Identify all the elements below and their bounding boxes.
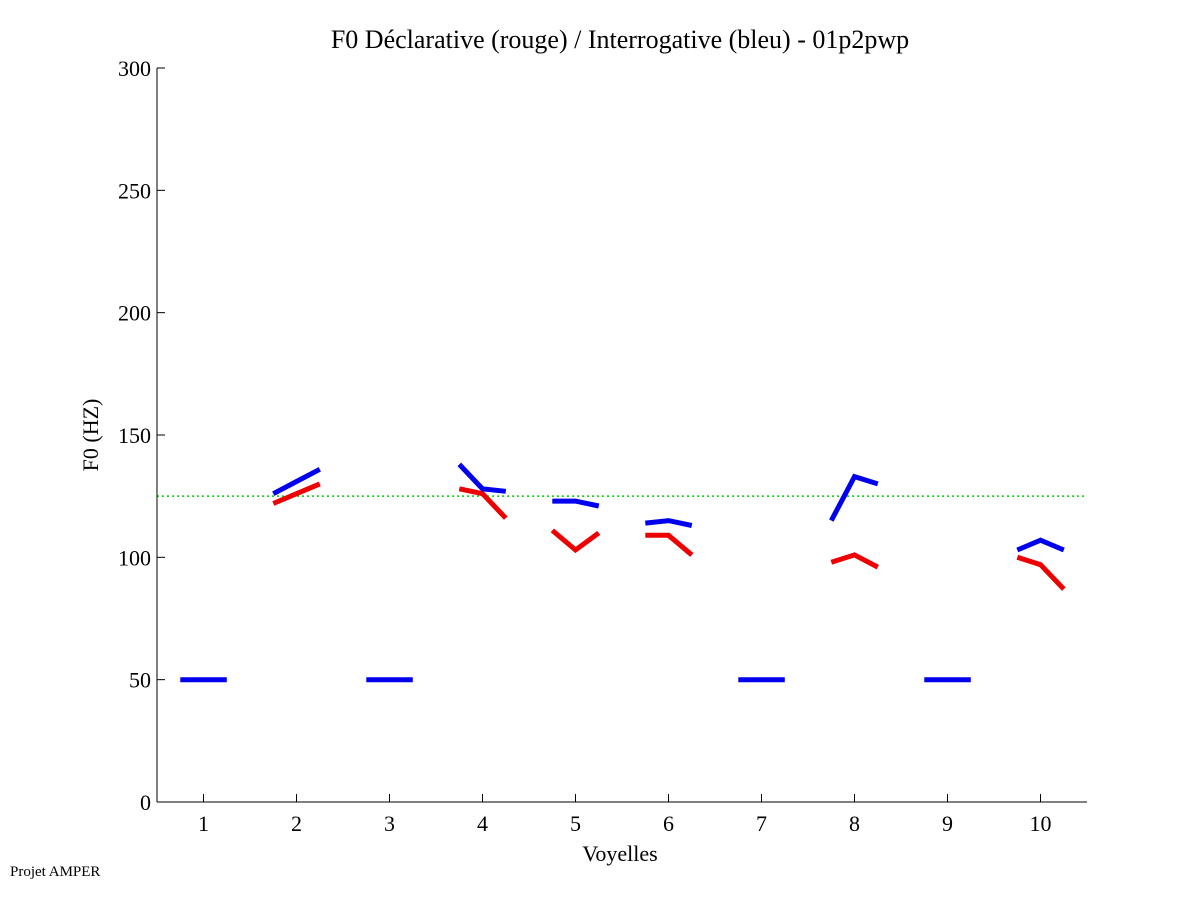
interrogative-segment-vowel-2 [272,467,321,496]
y-axis-label: F0 (HZ) [78,399,103,472]
x-tick-label: 10 [1030,811,1052,836]
interrogative-segment-vowel-5 [552,498,600,509]
x-tick-label: 6 [663,811,674,836]
x-tick-label: 5 [570,811,581,836]
x-tick-label: 4 [477,811,488,836]
y-tick-label: 50 [129,668,151,693]
declarative-segment-vowel-8 [830,552,879,570]
x-tick-label: 7 [756,811,767,836]
y-tick-label: 300 [118,56,151,81]
x-axis-label: Voyelles [582,841,657,866]
series-layer [180,462,1066,683]
interrogative-segment-vowel-6 [645,518,693,528]
chart-title: F0 Déclarative (rouge) / Interrogative (… [331,25,909,54]
axes: 0 50 100 150 200 250 300 1 2 3 4 5 6 7 8 9 10 [118,56,1087,836]
x-tick-label: 2 [291,811,302,836]
y-tick-label: 0 [140,790,151,815]
declarative-segment-vowel-6 [645,532,694,557]
interrogative-segment-vowel-4 [457,462,507,494]
declarative-segment-vowel-4 [458,486,508,520]
y-tick-label: 100 [118,545,151,570]
declarative-segment-vowel-2 [272,481,321,506]
declarative-segment-vowel-10 [1016,554,1066,591]
y-tick-label: 150 [118,423,151,448]
x-tick-label: 9 [942,811,953,836]
x-tick-label: 8 [849,811,860,836]
y-tick-label: 200 [118,301,151,326]
declarative-segment-vowel-5 [550,528,601,554]
interrogative-segment-vowel-8 [829,473,879,522]
x-tick-label: 3 [384,811,395,836]
interrogative-segment-vowel-10 [1016,537,1065,553]
footer-credit: Projet AMPER [10,864,101,880]
x-tick-label: 1 [198,811,209,836]
y-tick-label: 250 [118,178,151,203]
